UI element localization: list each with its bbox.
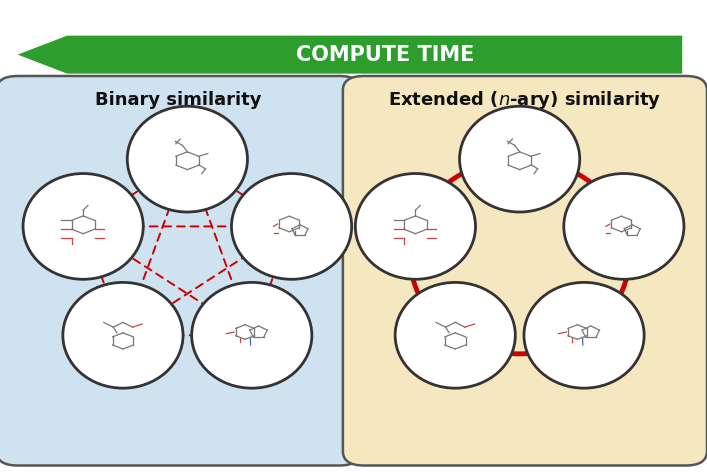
Ellipse shape [231, 173, 351, 279]
Ellipse shape [23, 173, 144, 279]
Ellipse shape [63, 283, 183, 388]
FancyBboxPatch shape [343, 76, 707, 466]
Text: Extended ($\it{n}$-ary) similarity: Extended ($\it{n}$-ary) similarity [388, 89, 661, 111]
Ellipse shape [563, 173, 684, 279]
Ellipse shape [192, 283, 312, 388]
Ellipse shape [356, 173, 476, 279]
FancyBboxPatch shape [0, 76, 361, 466]
Text: COMPUTE TIME: COMPUTE TIME [296, 45, 474, 65]
Text: Binary similarity: Binary similarity [95, 91, 262, 109]
Ellipse shape [127, 106, 247, 212]
Ellipse shape [395, 283, 515, 388]
Polygon shape [18, 36, 682, 74]
Ellipse shape [524, 283, 644, 388]
Ellipse shape [460, 106, 580, 212]
